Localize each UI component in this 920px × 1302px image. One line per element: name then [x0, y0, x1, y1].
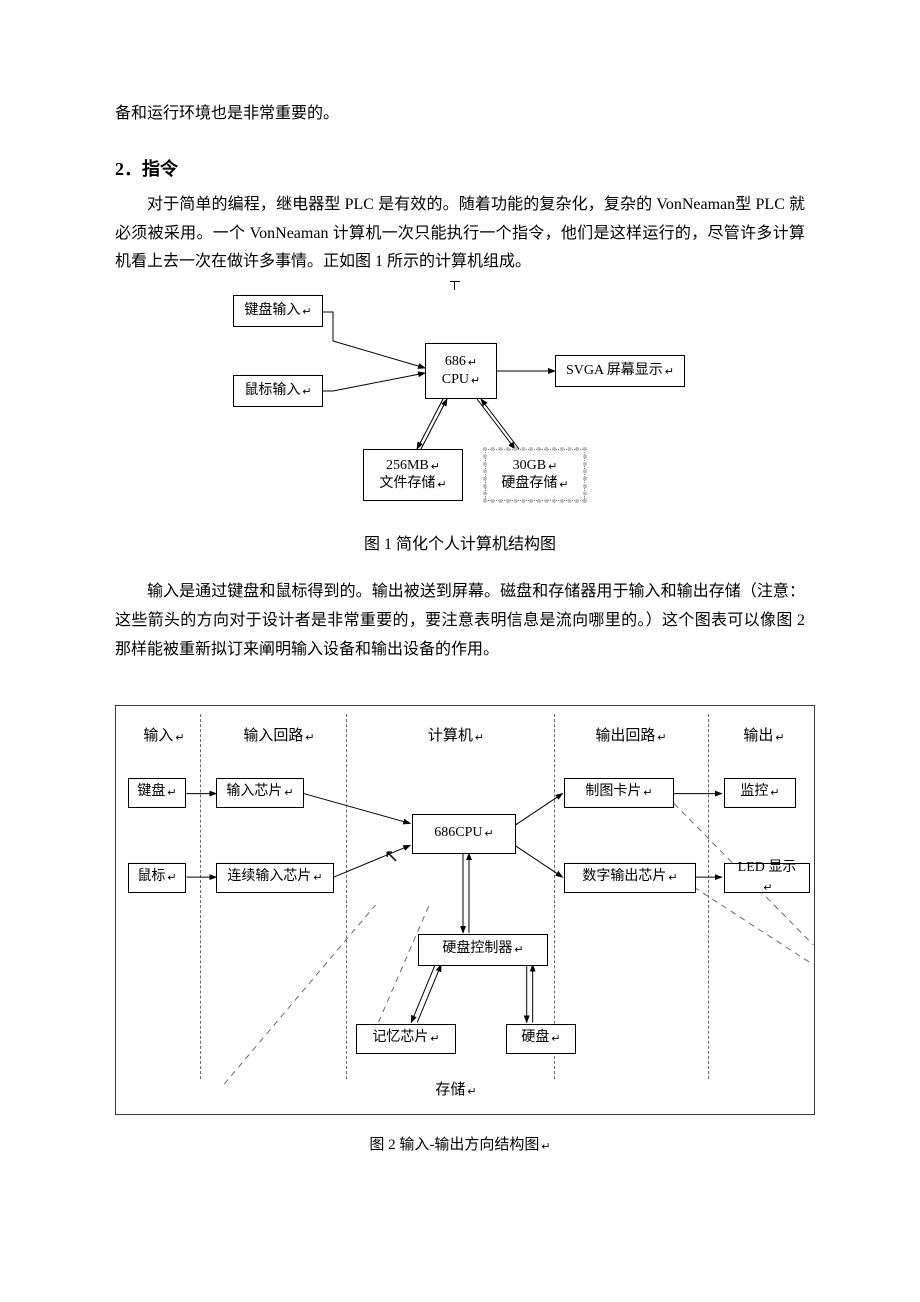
fig1-mouse-node: 鼠标输入: [233, 375, 323, 407]
fig2-mouse: 鼠标: [128, 863, 186, 893]
fig2-hddctrl: 硬盘控制器: [418, 934, 548, 966]
fig2-col3: 计算机: [416, 724, 496, 745]
fig2-inchip: 输入芯片: [216, 778, 304, 808]
fig2-inchip-label: 输入芯片: [226, 783, 293, 801]
fig2-col2: 输入回路: [234, 724, 324, 745]
intro-line: 备和运行环境也是非常重要的。: [115, 100, 805, 129]
vdash-2: [346, 714, 347, 1079]
fig1-keyboard-node: 键盘输入: [233, 295, 323, 327]
mid-paragraph: 输入是通过键盘和鼠标得到的。输出被送到屏幕。磁盘和存储器用于输入和输出存储（注意…: [115, 578, 805, 664]
fig1-cpu-l2: CPU: [442, 371, 480, 389]
down-tee-icon: [450, 281, 460, 291]
mouse-cursor-icon: ↖: [384, 846, 399, 867]
figure2-diagram: 输入 输入回路 计算机 输出回路 输出 ↖: [115, 705, 815, 1115]
fig2-hddctrl-label: 硬盘控制器: [442, 940, 523, 958]
fig2-monitor-label: 监控: [740, 783, 779, 801]
vdash-1: [200, 714, 201, 1079]
fig2-memchip-label: 记忆芯片: [372, 1029, 439, 1047]
fig2-digout-label: 数字输出芯片: [582, 868, 677, 886]
fig2-col1: 输入: [136, 724, 192, 745]
fig2-col5: 输出: [736, 724, 792, 745]
fig2-digout: 数字输出芯片: [564, 863, 696, 893]
fig1-cpu-l1: 686: [445, 353, 477, 371]
fig2-col4: 输出回路: [586, 724, 676, 745]
fig1-keyboard-label: 键盘输入: [244, 302, 311, 320]
fig2-keyboard-label: 键盘: [137, 783, 176, 801]
fig2-monitor: 监控: [724, 778, 796, 808]
fig2-cpu-label: 686CPU: [434, 824, 493, 842]
fig1-hdd-node: 30GB 硬盘存储: [485, 449, 585, 501]
fig2-hdd: 硬盘: [506, 1024, 576, 1054]
figure1-caption: 图 1 简化个人计算机结构图: [115, 530, 805, 554]
fig1-cpu-node: 686 CPU: [425, 343, 497, 399]
fig1-svga-node: SVGA 屏幕显示: [555, 355, 685, 387]
fig2-cont-inchip-label: 连续输入芯片: [227, 868, 322, 886]
fig1-ram-node: 256MB 文件存储: [363, 449, 463, 501]
figure1-diagram: 键盘输入 鼠标输入 686 CPU SVGA 屏幕显示 256MB 文件存储 3…: [225, 281, 695, 516]
fig1-mouse-label: 鼠标输入: [244, 382, 311, 400]
fig2-cont-inchip: 连续输入芯片: [216, 863, 334, 893]
fig2-keyboard: 键盘: [128, 778, 186, 808]
fig1-ram-l1: 256MB: [386, 457, 440, 475]
fig2-storage-label: 存储: [426, 1078, 486, 1099]
fig2-memchip: 记忆芯片: [356, 1024, 456, 1054]
fig2-drawcard-label: 制图卡片: [585, 783, 652, 801]
figure2-caption-text: 图 2 输入-输出方向结构图: [369, 1137, 550, 1153]
fig2-mouse-label: 鼠标: [137, 868, 176, 886]
fig2-led: LED 显示: [724, 863, 810, 893]
fig2-drawcard: 制图卡片: [564, 778, 674, 808]
section2-heading: 2．指令: [115, 155, 805, 181]
section2-body: 对于简单的编程，继电器型 PLC 是有效的。随着功能的复杂化，复杂的 VonNe…: [115, 191, 805, 277]
figure2-caption: 图 2 输入-输出方向结构图: [115, 1133, 805, 1154]
fig1-hdd-l1: 30GB: [513, 457, 558, 475]
fig2-hdd-label: 硬盘: [521, 1029, 560, 1047]
fig1-hdd-l2: 硬盘存储: [501, 475, 568, 493]
fig2-led-label: LED 显示: [733, 859, 801, 895]
fig1-svga-label: SVGA 屏幕显示: [566, 362, 674, 380]
fig1-ram-l2: 文件存储: [379, 475, 446, 493]
vdash-4: [708, 714, 709, 1079]
figure2-wires: [116, 706, 814, 1114]
fig2-cpu: 686CPU: [412, 814, 516, 854]
